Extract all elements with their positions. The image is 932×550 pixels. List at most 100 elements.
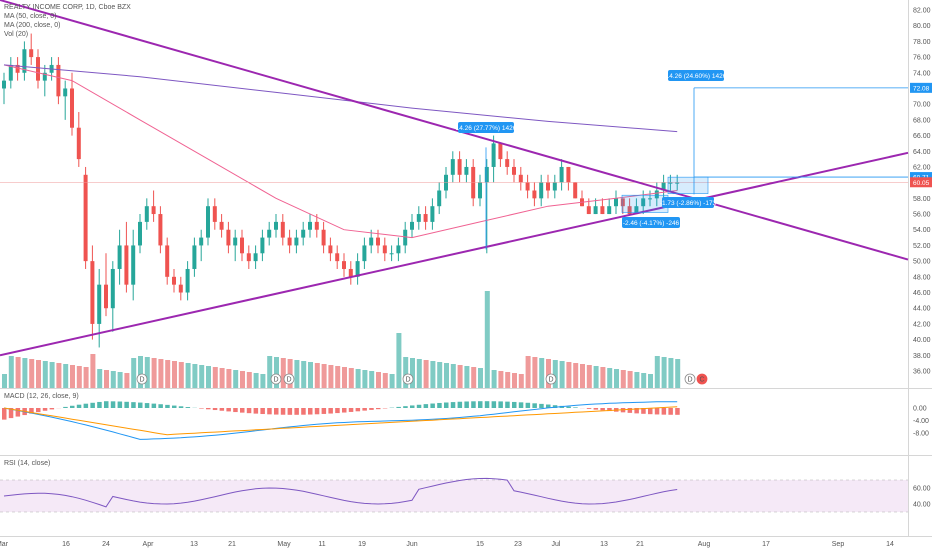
candle-body[interactable] [607, 206, 612, 215]
candle-body[interactable] [15, 64, 20, 73]
candle-body[interactable] [97, 284, 102, 324]
legend-ma50[interactable]: MA (50, close, 0) [4, 13, 57, 20]
dividend-marker[interactable] [270, 373, 282, 385]
candle-body[interactable] [110, 268, 115, 309]
dividend-marker[interactable] [402, 373, 414, 385]
candle-body[interactable] [566, 166, 571, 183]
symbol-title[interactable]: REALTY INCOME CORP, 1D, Cboe BZX [4, 4, 131, 11]
candle-body[interactable] [416, 214, 421, 222]
candle-body[interactable] [369, 237, 374, 246]
candle-body[interactable] [212, 206, 217, 222]
time-axis[interactable]: Mar 16 24 Apr 13 21 May 11 19 Jun 15 23 Jul 13 21 Aug 17… [0, 541, 894, 548]
candle-body[interactable] [185, 268, 190, 293]
candle-body[interactable] [505, 159, 510, 167]
candle-body[interactable] [267, 229, 272, 238]
candle-body[interactable] [192, 245, 197, 269]
rsi-pane[interactable] [0, 456, 908, 536]
legend-rsi[interactable]: RSI (14, close) [4, 460, 51, 467]
candle-body[interactable] [274, 221, 278, 230]
candle-body[interactable] [457, 159, 462, 175]
candle-body[interactable] [355, 261, 360, 277]
candle-body[interactable] [70, 88, 74, 128]
candle-body[interactable] [410, 221, 414, 230]
candle-body[interactable] [328, 245, 333, 254]
candle-body[interactable] [165, 245, 170, 277]
measure-box[interactable] [458, 122, 514, 133]
candle-body[interactable] [450, 159, 455, 175]
candle-body[interactable] [342, 261, 346, 269]
candle-body[interactable] [498, 143, 503, 160]
candle-body[interactable] [219, 221, 224, 230]
candle-body[interactable] [382, 245, 387, 254]
candle-body[interactable] [532, 190, 537, 199]
candle-body[interactable] [464, 166, 469, 175]
candle-body[interactable] [552, 182, 557, 191]
candle-body[interactable] [518, 174, 523, 183]
candle-body[interactable] [546, 182, 550, 191]
candle-body[interactable] [76, 127, 81, 160]
candle-body[interactable] [478, 182, 482, 199]
candle-body[interactable] [151, 206, 156, 215]
candle-body[interactable] [661, 182, 666, 191]
candle-body[interactable] [83, 174, 88, 262]
candle-body[interactable] [600, 206, 605, 215]
candle-body[interactable] [260, 237, 265, 254]
candle-body[interactable] [512, 166, 516, 175]
candle-body[interactable] [42, 72, 47, 81]
candle-body[interactable] [444, 174, 448, 191]
candle-body[interactable] [573, 182, 578, 199]
candle-body[interactable] [648, 198, 652, 200]
candle-body[interactable] [491, 143, 496, 167]
dividend-marker[interactable] [545, 373, 557, 385]
dividend-marker[interactable] [136, 373, 148, 385]
candle-body[interactable] [348, 268, 353, 277]
dividend-marker[interactable] [283, 373, 295, 385]
candle-body[interactable] [280, 221, 285, 238]
candle-body[interactable] [675, 182, 680, 184]
candle-body[interactable] [90, 261, 95, 324]
split-marker[interactable] [696, 373, 708, 385]
candle-body[interactable] [246, 253, 251, 262]
candle-body[interactable] [138, 221, 142, 246]
candle-body[interactable] [158, 214, 163, 246]
candle-body[interactable] [314, 221, 319, 230]
measure-box[interactable] [662, 197, 714, 208]
candle-body[interactable] [559, 166, 564, 183]
macd-axis[interactable]: 0.00 -4.00 -8.00 [913, 406, 929, 438]
candle-body[interactable] [2, 80, 6, 89]
price-pane[interactable] [0, 0, 908, 388]
candle-body[interactable] [668, 182, 673, 184]
legend-volume[interactable]: Vol (20) [4, 31, 29, 38]
candle-body[interactable] [654, 190, 659, 199]
candle-body[interactable] [206, 206, 210, 238]
descending-trendline[interactable] [0, 0, 909, 261]
dividend-marker[interactable] [684, 373, 696, 385]
rsi-axis[interactable]: 60.00 40.00 [913, 486, 931, 509]
ascending-trendline[interactable] [0, 151, 909, 357]
candle-body[interactable] [437, 190, 442, 207]
candle-body[interactable] [178, 284, 183, 293]
candle-body[interactable] [627, 206, 632, 215]
candle-body[interactable] [63, 88, 68, 97]
candle-body[interactable] [430, 206, 435, 222]
candle-body[interactable] [614, 198, 618, 207]
candle-body[interactable] [620, 198, 625, 207]
candle-body[interactable] [253, 253, 258, 262]
candle-body[interactable] [335, 253, 340, 262]
candle-body[interactable] [321, 229, 326, 246]
trendline-drawings[interactable]: 14.26 (24.60%) 1426 14.26 (27.77%) 1426 -1… [0, 0, 932, 385]
candle-body[interactable] [233, 237, 238, 246]
candle-body[interactable] [117, 245, 122, 269]
candle-body[interactable] [403, 229, 408, 246]
candle-body[interactable] [362, 245, 367, 262]
measure-box[interactable] [622, 217, 680, 228]
candle-body[interactable] [131, 245, 136, 285]
candle-body[interactable] [525, 182, 530, 191]
measure-box[interactable] [668, 70, 724, 81]
candle-body[interactable] [22, 49, 27, 73]
candle-body[interactable] [287, 237, 292, 246]
candlesticks[interactable] [2, 33, 680, 348]
candle-body[interactable] [586, 206, 591, 215]
candle-body[interactable] [124, 245, 129, 285]
